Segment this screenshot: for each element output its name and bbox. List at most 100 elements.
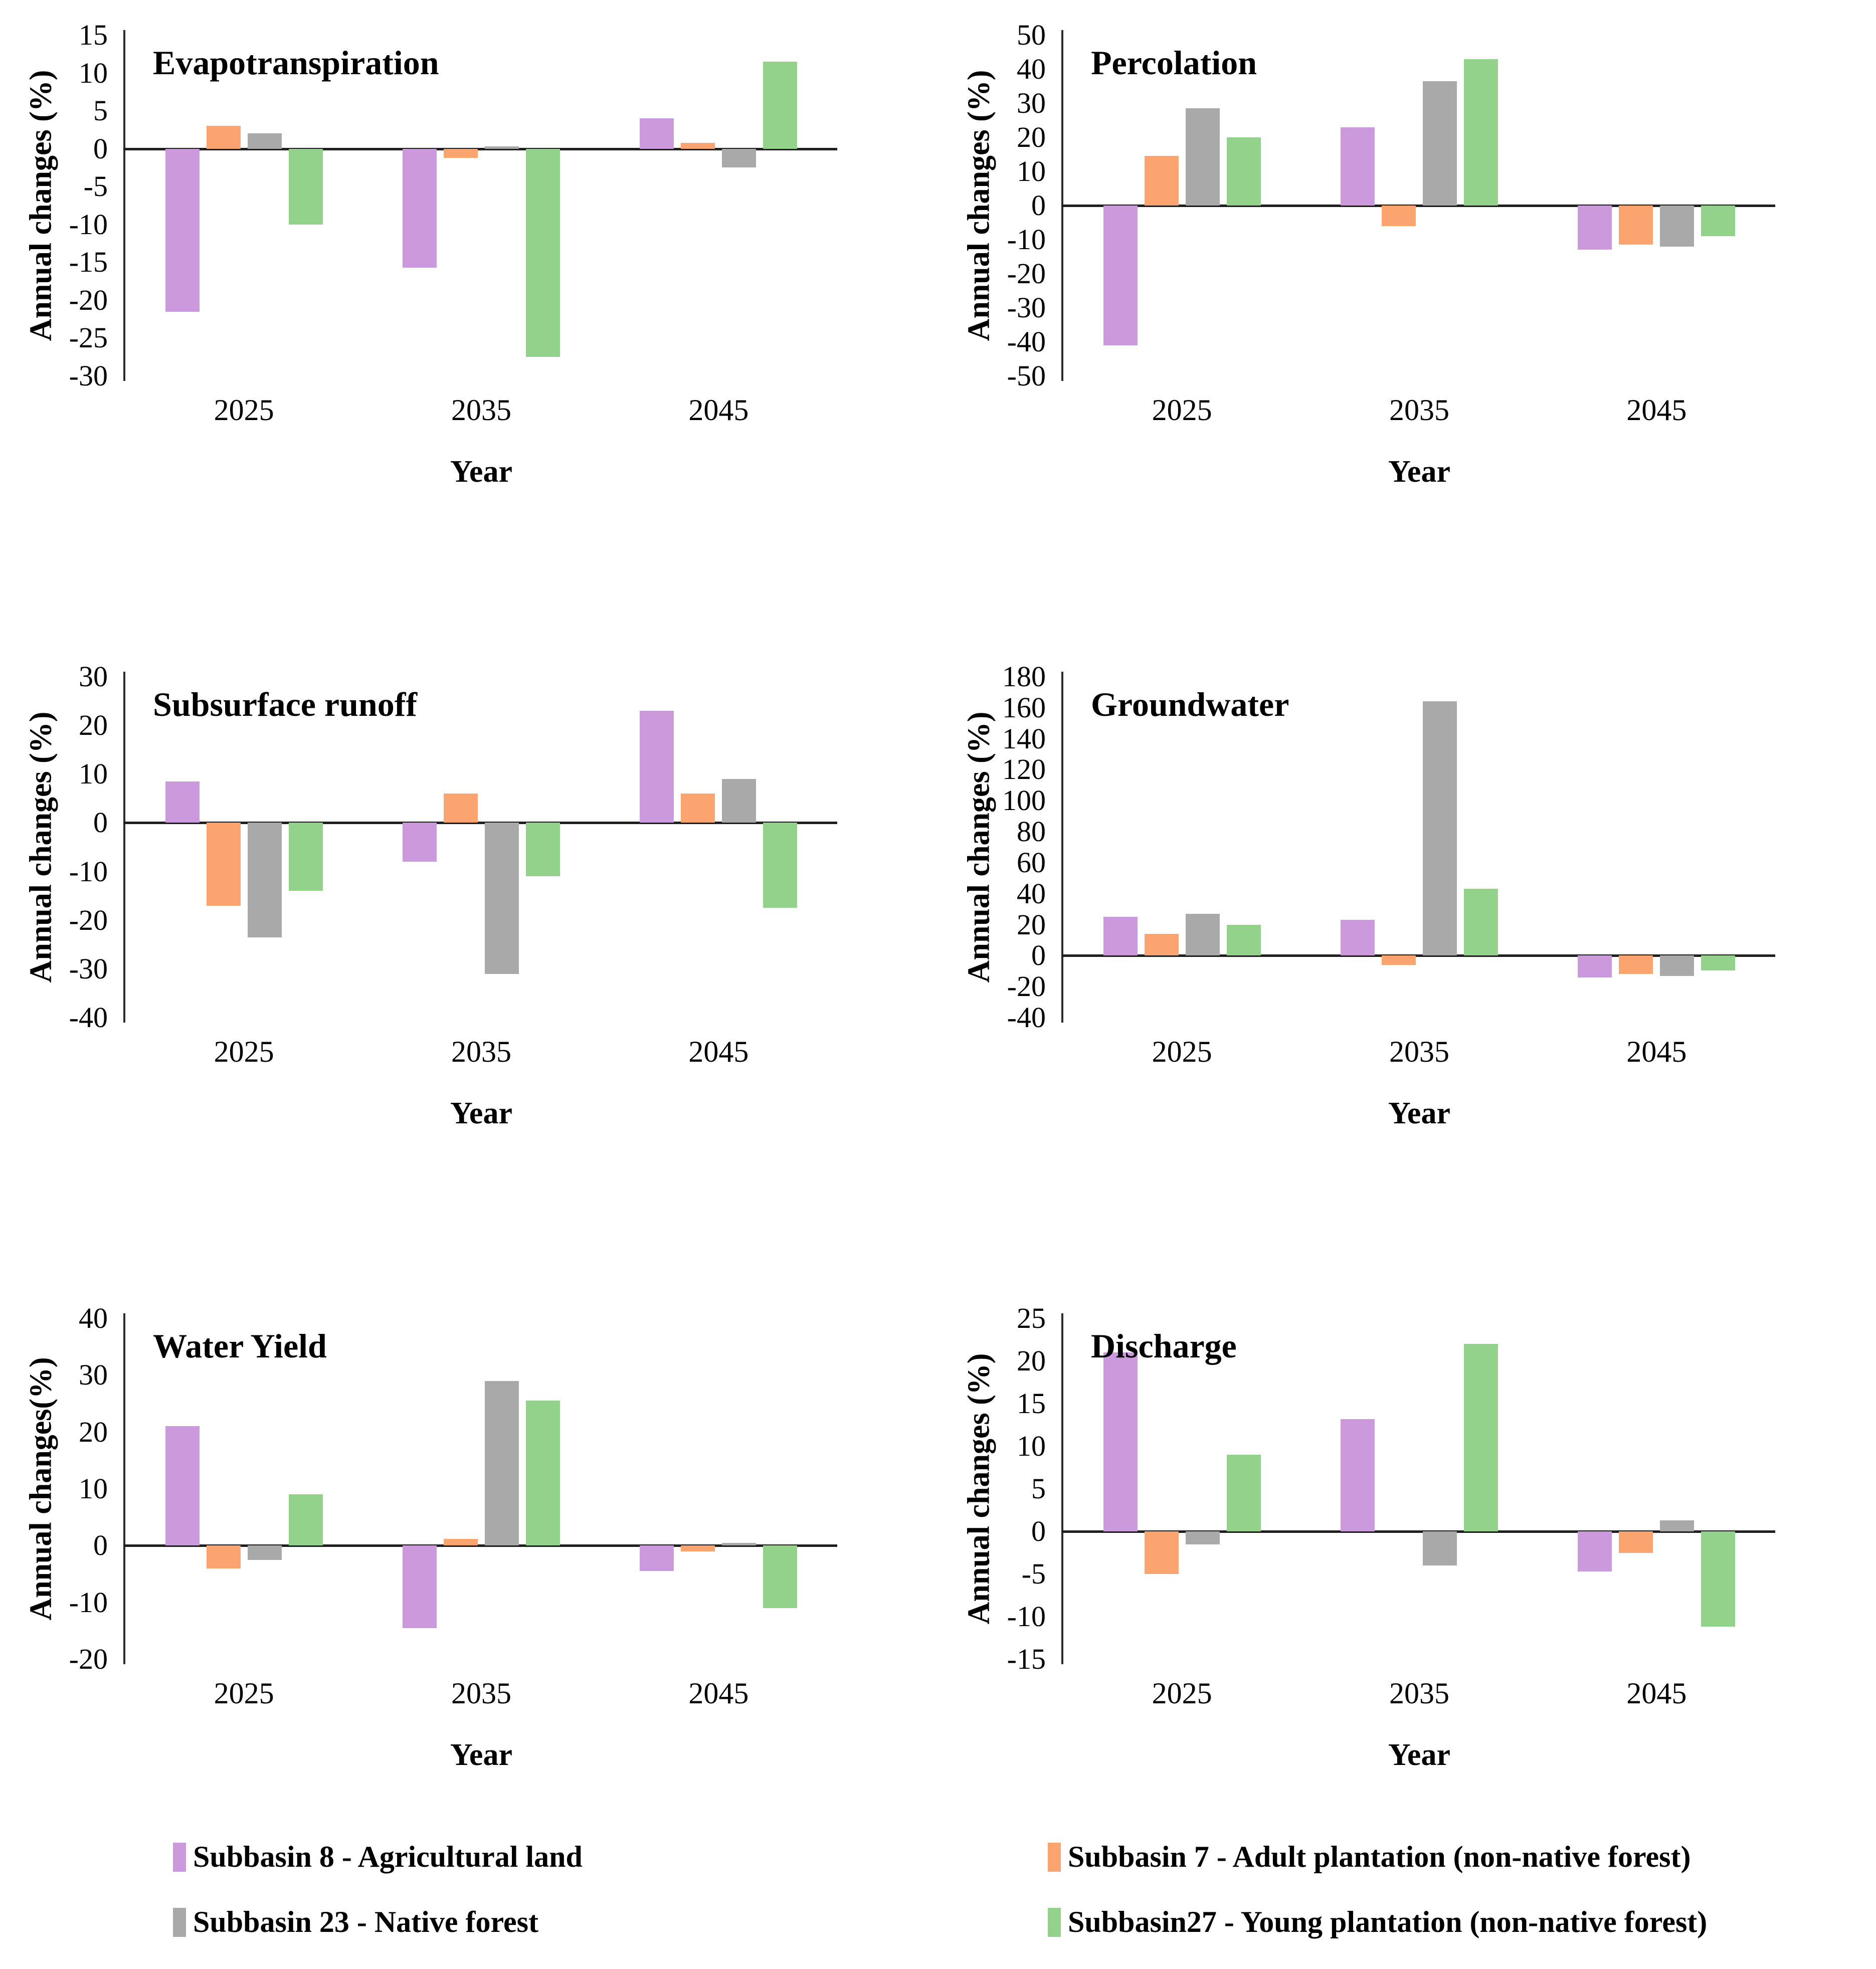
y-axis-line [1061, 1313, 1063, 1664]
bar-subbasin-23-2035 [1423, 1531, 1457, 1565]
legend-swatch-icon [173, 1843, 186, 1872]
legend-label: Subbasin 23 - Native forest [193, 1905, 538, 1938]
zero-line [123, 1544, 837, 1547]
y-tick-label: 0 [1031, 939, 1046, 972]
x-tick-label-2025: 2025 [1152, 1035, 1212, 1068]
bar-subbasin-7-2025 [1144, 934, 1179, 956]
bar-subbasin-8-2025 [1103, 206, 1138, 345]
y-tick-label: -40 [1007, 1001, 1046, 1034]
x-tick-label-2045: 2045 [688, 1035, 749, 1068]
y-tick-label: 0 [93, 1529, 108, 1562]
y-axis-line [123, 672, 125, 1023]
bar-subbasin-8-2045 [640, 118, 674, 149]
bar-subbasin27-2025 [1226, 1455, 1261, 1531]
y-tick-label: 100 [1002, 784, 1046, 817]
bar-subbasin-23-2045 [722, 779, 757, 823]
bar-subbasin27-2035 [526, 1401, 560, 1546]
bar-subbasin27-2025 [288, 1494, 323, 1546]
bar-subbasin-23-2045 [1660, 1520, 1695, 1531]
bar-subbasin27-2025 [1226, 924, 1261, 956]
legend-swatch-icon [1048, 1843, 1061, 1872]
bar-subbasin-7-2035 [444, 148, 478, 158]
y-tick-label: -25 [69, 321, 108, 354]
bar-subbasin27-2035 [526, 823, 560, 877]
x-axis-title: Year [450, 1096, 512, 1130]
x-tick-label-2035: 2035 [1389, 393, 1449, 427]
y-tick-label: -15 [69, 246, 108, 279]
legend-item-subbasin-23: Subbasin 23 - Native forest [173, 1905, 538, 1939]
bar-subbasin-8-2025 [165, 781, 200, 823]
y-tick-label: 20 [1017, 121, 1046, 153]
y-tick-label: 140 [1002, 722, 1046, 755]
bar-subbasin27-2045 [763, 823, 798, 908]
bar-subbasin27-2045 [1701, 206, 1736, 237]
chart-title: Water Yield [153, 1327, 327, 1365]
bar-subbasin-7-2035 [444, 794, 478, 823]
y-tick-label: 0 [1031, 1515, 1046, 1547]
zero-line [1061, 205, 1775, 207]
bar-subbasin27-2045 [1701, 1531, 1736, 1627]
bar-subbasin-23-2035 [485, 1381, 519, 1546]
y-tick-label: 20 [79, 1415, 108, 1448]
bar-subbasin-7-2045 [1619, 1531, 1653, 1553]
plot-area: 180 160 140 120 100 80 60 40 20 0 -20 -40 2025 2035 20… [1002, 662, 1775, 1130]
y-tick-label: -30 [69, 952, 108, 985]
y-tick-label: 120 [1002, 753, 1046, 786]
chart-evapotranspiration: Annual changes (%) 15 10 5 0 -5 -10 -15 -20 -25 -3… [0, 15, 938, 607]
chart-subsurface-runoff: Annual changes (%) 30 20 10 0 -10 -20 -30 -40 202… [0, 657, 938, 1248]
bar-subbasin-23-2045 [1660, 955, 1695, 976]
y-tick-label: 0 [1031, 189, 1046, 222]
bar-subbasin-8-2045 [1578, 955, 1612, 977]
y-tick-label: -20 [69, 903, 108, 936]
x-tick-label-2035: 2035 [451, 1677, 511, 1710]
plot-area: 15 10 5 0 -5 -10 -15 -20 -25 -30 2025 2035 2045 Year E… [69, 21, 837, 489]
x-tick-label-2025: 2025 [1152, 1677, 1212, 1710]
y-tick-label: 0 [93, 132, 108, 165]
bar-subbasin-8-2035 [1341, 920, 1375, 956]
bar-subbasin27-2035 [1464, 1344, 1498, 1531]
x-tick-label-2035: 2035 [1389, 1677, 1449, 1710]
bar-subbasin27-2025 [1226, 137, 1261, 206]
y-tick-label: 30 [1017, 87, 1046, 119]
bar-subbasin-23-2035 [1423, 701, 1457, 956]
x-tick-label-2045: 2045 [1626, 393, 1687, 427]
y-tick-label: -10 [69, 855, 108, 888]
charts-grid: Annual changes (%) 15 10 5 0 -5 -10 -15 -20 -25 -3… [0, 15, 1876, 1772]
y-tick-label: -20 [1007, 257, 1046, 290]
bar-subbasin27-2045 [763, 61, 798, 149]
y-tick-label: -20 [1007, 970, 1046, 1003]
bar-subbasin27-2035 [1464, 59, 1498, 206]
bar-subbasin-23-2025 [1185, 1531, 1220, 1544]
bar-subbasin-7-2045 [681, 1545, 715, 1551]
x-tick-label-2025: 2025 [214, 1677, 274, 1710]
y-tick-label: -40 [69, 1001, 108, 1034]
x-tick-label-2035: 2035 [451, 1035, 511, 1068]
x-axis-title: Year [450, 455, 512, 489]
chart-title: Discharge [1091, 1327, 1237, 1365]
y-tick-label: 40 [1017, 53, 1046, 85]
y-tick-label: 10 [1017, 155, 1046, 187]
bar-subbasin-23-2025 [1185, 913, 1220, 956]
y-tick-label: 40 [79, 1302, 108, 1334]
zero-line [1061, 954, 1775, 957]
y-tick-label: -10 [1007, 223, 1046, 256]
chart-groundwater: Annual changes (%) 180 160 140 120 100 80 60 40 2… [938, 657, 1876, 1248]
bar-subbasin-8-2025 [165, 148, 200, 312]
plot-area: 25 20 15 10 5 0 -5 -10 -15 2025 2035 2045 Year Discha… [1007, 1304, 1775, 1772]
y-tick-label: -5 [83, 170, 108, 203]
bar-subbasin-7-2025 [206, 823, 241, 906]
bar-subbasin27-2045 [763, 1545, 798, 1608]
bar-subbasin-7-2035 [1382, 206, 1416, 226]
plot-area: 40 30 20 10 0 -10 -20 2025 2035 2045 Year Water Yie… [69, 1304, 837, 1772]
y-tick-label: 50 [1017, 19, 1046, 51]
y-axis-line [123, 1313, 125, 1664]
y-tick-label: -50 [1007, 359, 1046, 392]
y-tick-label: -5 [1021, 1557, 1046, 1590]
y-tick-label: -15 [1007, 1643, 1046, 1675]
y-tick-label: 0 [93, 806, 108, 839]
legend-swatch-icon [1048, 1908, 1061, 1937]
y-tick-label: -20 [69, 1643, 108, 1675]
y-tick-label: 80 [1017, 815, 1046, 848]
bar-subbasin-8-2025 [165, 1426, 200, 1546]
plot-area: 30 20 10 0 -10 -20 -30 -40 2025 2035 2045 Year Subsu… [69, 662, 837, 1130]
